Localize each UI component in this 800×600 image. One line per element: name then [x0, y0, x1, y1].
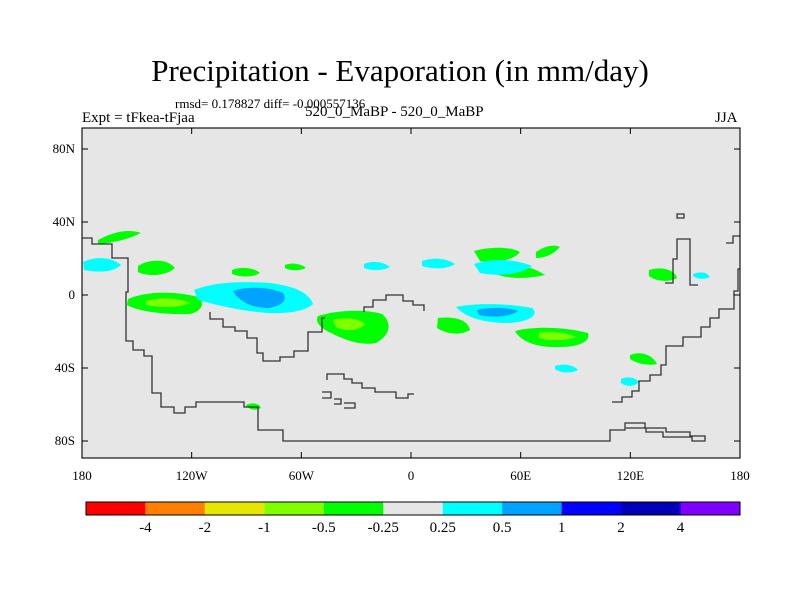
- case-label: 520_0_MaBP - 520_0_MaBP: [305, 104, 484, 120]
- x-tick-label-180-left: 180: [72, 468, 92, 483]
- coastline-antarctic-east: [326, 373, 414, 399]
- green-patch-west-pacific: [649, 268, 677, 281]
- cyan-patch-africa: [422, 258, 455, 269]
- colorbar-label-1: -4: [139, 520, 152, 536]
- colorbar-label-4: -0.5: [312, 520, 336, 536]
- cyan-patch-west-pacific: [693, 272, 710, 279]
- green-patch-asia-b: [536, 245, 560, 258]
- coastline-southern-ridge-c: [344, 402, 356, 409]
- colorbar-swatch-3: [204, 502, 265, 515]
- coastline-indonesia-edge: [726, 235, 740, 244]
- green-patch-asia-a: [474, 247, 520, 262]
- colorbar-label-3: -1: [258, 520, 271, 536]
- blue-patch-pacific-core: [233, 287, 285, 308]
- x-tick-label-180-right: 180: [730, 468, 750, 483]
- map-area: [82, 128, 740, 458]
- y-tick-label-80s: 80S: [55, 433, 75, 448]
- coastline-southern-ridge-a: [322, 391, 332, 399]
- y-tick-labels: 80N 40N 0 40S 80S: [53, 141, 76, 448]
- x-tick-label-60e: 60E: [510, 468, 531, 483]
- colorbar-swatch-4: [264, 502, 324, 515]
- lightgreen-inner-pacific: [146, 298, 190, 308]
- y-tick-label-80n: 80N: [53, 141, 76, 156]
- coastline-east-asia: [665, 238, 698, 286]
- colorbar-swatch-10: [621, 502, 681, 515]
- green-patch-small-a: [232, 267, 260, 277]
- y-tick-label-0: 0: [69, 287, 76, 302]
- colorbar-swatch-9: [561, 502, 622, 515]
- coastline-southern-ridge-b: [334, 398, 342, 405]
- colorbar-label-10: 4: [677, 520, 685, 536]
- colorbar-label-5: -0.25: [368, 520, 399, 536]
- coastline-africa: [612, 268, 740, 403]
- coastline-island-small: [676, 213, 685, 219]
- figure-title: Precipitation - Evaporation (in mm/day): [151, 53, 649, 88]
- blue-patch-indian-core: [477, 307, 518, 317]
- coastline-atlantic-island: [363, 294, 425, 312]
- x-tick-labels: 180 120W 60W 0 60E 120E 180: [72, 468, 750, 483]
- green-patch-north-pacific: [98, 230, 141, 244]
- experiment-label: Expt = tFkea-tFjaa: [82, 110, 195, 126]
- x-tick-label-0: 0: [408, 468, 415, 483]
- season-label: JJA: [715, 110, 738, 126]
- x-tick-label-60w: 60W: [289, 468, 315, 483]
- x-tick-label-120e: 120E: [617, 468, 645, 483]
- colorbar-label-7: 0.5: [493, 520, 512, 536]
- cyan-patch-southeast-asia: [474, 260, 532, 275]
- colorbar-swatch-8: [502, 502, 562, 515]
- cyan-patch-atlantic-north: [364, 261, 390, 271]
- coastlines: [82, 213, 740, 442]
- colorbar-swatch-6: [383, 502, 443, 515]
- x-tick-marks: [81, 128, 741, 458]
- coastline-south-america: [209, 312, 325, 362]
- green-patch-small-b: [285, 263, 306, 271]
- green-patch-tropical-pacific: [138, 260, 175, 276]
- colorbar-swatch-7: [442, 502, 503, 515]
- y-tick-label-40s: 40S: [55, 360, 75, 375]
- coastline-americas: [82, 237, 706, 442]
- colorbar-swatch-5: [323, 502, 384, 515]
- colorbar-label-2: -2: [199, 520, 212, 536]
- colorbar-swatch-1: [86, 502, 146, 515]
- y-tick-label-40n: 40N: [53, 214, 76, 229]
- cyan-patch-south-atlantic: [555, 364, 578, 373]
- colorbar-labels: -4 -2 -1 -0.5 -0.25 0.25 0.5 1 2 4: [139, 520, 685, 536]
- y-tick-marks: [82, 148, 740, 442]
- green-patch-africa: [437, 317, 470, 334]
- green-patch-south-pacific: [630, 353, 657, 365]
- colorbar-label-9: 2: [617, 520, 625, 536]
- colorbar-label-6: 0.25: [430, 520, 456, 536]
- colorbar-frame: [85, 501, 741, 516]
- lightgreen-inner-atlantic: [333, 318, 365, 331]
- cyan-patch-north-pacific: [83, 258, 121, 272]
- cyan-patch-south-pacific: [621, 377, 639, 386]
- colorbar: [85, 501, 741, 516]
- statistics-line: rmsd= 0.178827 diff= -0.000557136: [175, 96, 366, 111]
- colorbar-swatch-11: [680, 502, 740, 515]
- colorbar-swatch-2: [145, 502, 205, 515]
- anomaly-fields: [83, 230, 710, 410]
- colorbar-label-8: 1: [558, 520, 566, 536]
- x-tick-label-120w: 120W: [176, 468, 209, 483]
- lightgreen-inner-indian: [539, 332, 576, 341]
